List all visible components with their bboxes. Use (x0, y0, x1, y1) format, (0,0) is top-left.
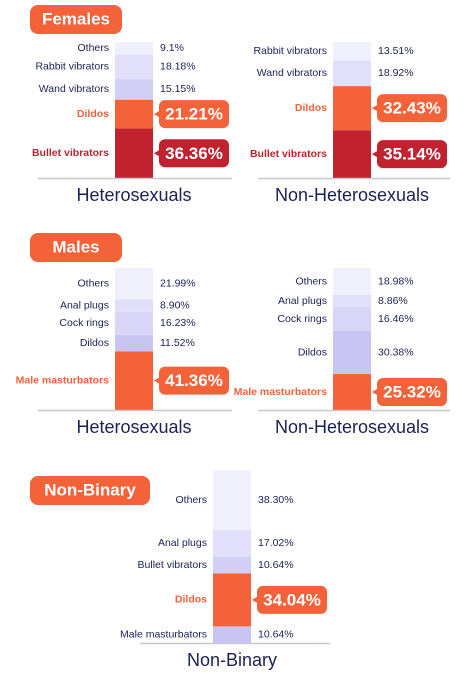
section-header: Non-Binary (44, 480, 136, 499)
value-label: 10.64% (258, 559, 294, 571)
bar-segment (115, 351, 153, 410)
category-label: Male masturbators (234, 386, 328, 398)
category-label: Rabbit vibrators (35, 61, 109, 73)
category-label: Dildos (77, 108, 109, 120)
section-header: Females (42, 9, 110, 28)
category-label: Male masturbators (120, 628, 207, 640)
value-label: 18.92% (378, 67, 414, 79)
value-label: 16.46% (378, 313, 414, 325)
bar-segment (115, 334, 153, 352)
category-label: Bullet vibrators (138, 559, 207, 571)
x-axis-label: Heterosexuals (76, 417, 191, 437)
bar-segment (333, 294, 371, 308)
x-axis-label: Non-Binary (187, 650, 277, 670)
value-pill (372, 140, 447, 169)
value-label: 41.36% (165, 371, 223, 390)
bar-segment (213, 573, 251, 627)
category-label: Others (77, 277, 109, 289)
bar-segment (333, 86, 371, 131)
category-label: Dildos (175, 594, 207, 606)
category-label: Male masturbators (16, 374, 110, 386)
bar-segment (115, 79, 153, 100)
bar-segment (115, 268, 153, 300)
value-pill (154, 366, 229, 395)
category-label: Dildos (80, 337, 109, 349)
value-label: 36.36% (165, 144, 223, 163)
category-label: Anal plugs (278, 295, 327, 307)
category-label: Wand vibrators (39, 83, 109, 95)
value-label: 9.1% (160, 42, 184, 54)
category-label: Wand vibrators (257, 67, 327, 79)
section-header-bg (30, 233, 122, 262)
value-pill (154, 139, 229, 168)
value-label: 13.51% (378, 45, 414, 57)
value-pill (372, 378, 447, 407)
value-label: 18.18% (160, 61, 196, 73)
value-label: 8.90% (160, 299, 190, 311)
bar-segment (115, 128, 153, 178)
category-label: Dildos (298, 346, 327, 358)
category-label: Others (295, 275, 327, 287)
value-label: 21.99% (160, 277, 196, 289)
bar-segment (115, 54, 153, 80)
value-label: 21.21% (165, 105, 223, 124)
value-pill (252, 585, 327, 614)
category-label: Anal plugs (60, 299, 109, 311)
bar-segment (213, 626, 251, 643)
value-label: 32.43% (383, 99, 441, 118)
value-label: 38.30% (258, 494, 294, 506)
bar-segment (115, 42, 153, 55)
section-header-bg (30, 476, 150, 505)
bar-segment (333, 130, 371, 178)
category-label: Rabbit vibrators (253, 45, 327, 57)
bar-segment (115, 311, 153, 335)
bar-segment (213, 530, 251, 557)
bar-segment (333, 42, 371, 61)
value-label: 10.64% (258, 628, 294, 640)
x-axis-label: Non-Heterosexuals (275, 417, 429, 437)
value-label: 15.15% (160, 83, 196, 95)
value-label: 35.14% (383, 145, 441, 164)
x-axis-label: Heterosexuals (76, 185, 191, 205)
bar-segment (115, 99, 153, 129)
category-label: Anal plugs (158, 537, 207, 549)
bar-segment (333, 330, 371, 375)
value-label: 17.02% (258, 537, 294, 549)
value-label: 18.98% (378, 275, 414, 287)
section-header: Males (52, 237, 99, 256)
bar-segment (333, 307, 371, 331)
bar-segment (213, 556, 251, 574)
category-label: Dildos (295, 102, 327, 114)
category-label: Bullet vibrators (32, 147, 109, 159)
category-label: Others (77, 42, 109, 54)
bar-segment (333, 374, 371, 410)
value-label: 8.86% (378, 295, 408, 307)
bar-segment (333, 60, 371, 87)
category-label: Bullet vibrators (250, 148, 327, 160)
section-header-bg (30, 5, 122, 34)
value-pill (154, 100, 229, 129)
bar-segment (333, 268, 371, 295)
value-label: 34.04% (263, 590, 321, 609)
x-axis-label: Non-Heterosexuals (275, 185, 429, 205)
bar-segment (213, 470, 251, 531)
category-label: Others (175, 494, 207, 506)
value-label: 11.52% (160, 337, 195, 349)
bar-segment (115, 299, 153, 312)
category-label: Cock rings (59, 317, 109, 329)
value-label: 30.38% (378, 346, 414, 358)
value-label: 16.23% (160, 317, 196, 329)
value-pill (372, 94, 447, 123)
category-label: Cock rings (277, 313, 327, 325)
value-label: 25.32% (383, 383, 441, 402)
